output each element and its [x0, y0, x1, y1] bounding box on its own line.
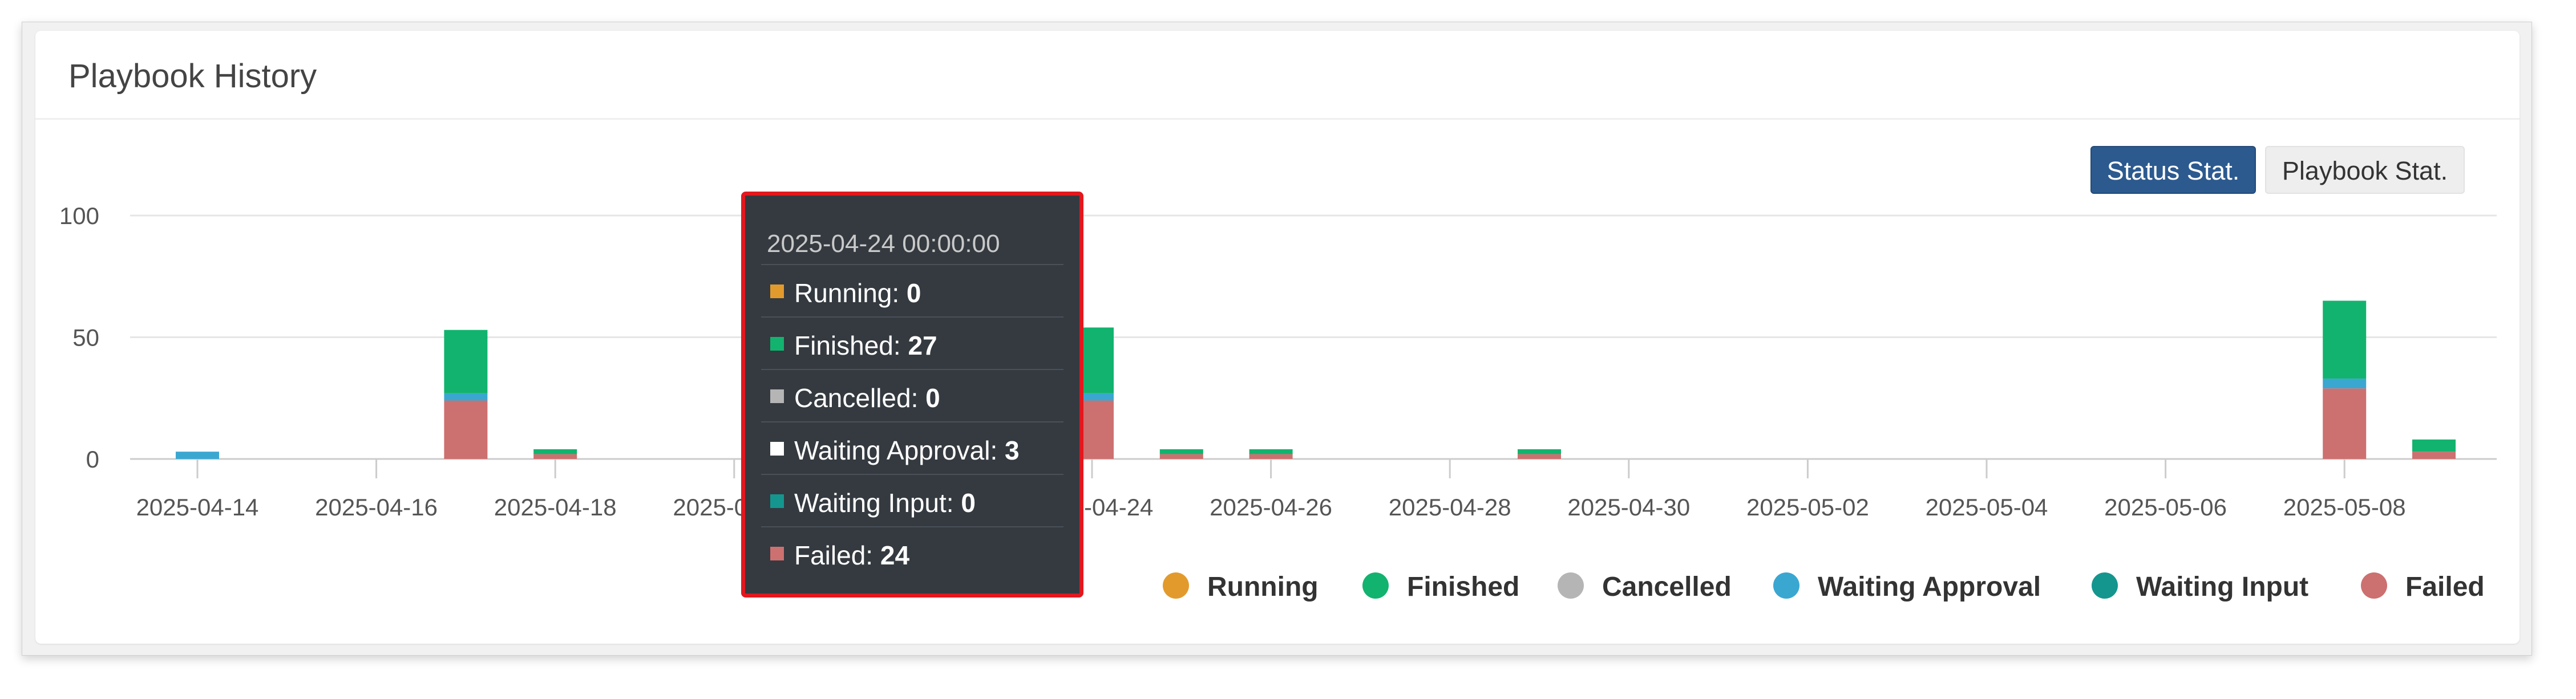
x-tick-label: 2025-05-08: [2283, 494, 2406, 521]
tooltip-label: Running: 0: [794, 278, 921, 308]
bar-finished: [444, 330, 488, 393]
legend-label: Waiting Approval: [1818, 572, 2041, 602]
tooltip-value: 0: [906, 278, 921, 308]
tooltip-swatch-icon: [770, 285, 784, 298]
bar-finished: [1518, 449, 1561, 454]
card-title: Playbook History: [68, 58, 317, 95]
tooltip-value: 24: [880, 540, 910, 570]
x-tick-label: 2025-04-28: [1389, 494, 1511, 521]
tooltip-value: 3: [1005, 436, 1020, 465]
tooltip-value: 27: [908, 331, 937, 360]
bar-failed: [1249, 454, 1293, 459]
bar-failed: [2323, 388, 2367, 459]
x-tick-label: 2025-04-16: [315, 494, 438, 521]
x-tick-label: 2025-04-30: [1567, 494, 1690, 521]
tooltip-row: Running: 0: [761, 264, 1063, 316]
tooltip-row: Finished: 27: [761, 316, 1063, 369]
tooltip-swatch-icon: [770, 389, 784, 403]
bar-finished: [1249, 449, 1293, 454]
tooltip-label: Cancelled: 0: [794, 383, 940, 413]
bar-failed: [1159, 454, 1203, 459]
tooltip-swatch-icon: [770, 494, 784, 508]
tooltip-label: Waiting Approval: 3: [794, 436, 1020, 465]
legend-dot-icon: [1163, 572, 1189, 599]
tooltip-value: 0: [961, 488, 976, 518]
legend-label: Cancelled: [1602, 572, 1732, 602]
tooltip-swatch-icon: [770, 547, 784, 560]
tooltip-swatch-icon: [770, 337, 784, 351]
tooltip-row: Waiting Approval: 3: [761, 421, 1063, 474]
legend-label: Waiting Input: [2136, 572, 2309, 602]
tooltip-row: Waiting Input: 0: [761, 474, 1063, 526]
bar-failed: [2412, 452, 2456, 459]
x-tick-label: 2025-04-14: [136, 494, 259, 521]
bar-failed: [1518, 454, 1561, 459]
legend-label: Failed: [2405, 572, 2485, 602]
bar-waiting-approval: [444, 393, 488, 401]
legend-dot-icon: [2092, 572, 2118, 599]
tooltip-label: Waiting Input: 0: [794, 488, 976, 518]
status-stat-button[interactable]: Status Stat.: [2090, 146, 2256, 194]
tooltip-row: Cancelled: 0: [761, 369, 1063, 421]
bar-finished: [533, 449, 577, 454]
legend-dot-icon: [1362, 572, 1389, 599]
tooltip-label: Finished: 27: [794, 331, 937, 360]
tooltip-swatch-icon: [770, 442, 784, 456]
x-tick-label: 2025-05-02: [1746, 494, 1869, 521]
x-tick-label: 2025-04-18: [494, 494, 617, 521]
legend-label: Finished: [1407, 572, 1520, 602]
bar-finished: [2412, 439, 2456, 452]
bar-finished: [1159, 449, 1203, 454]
tooltip-row: Failed: 24: [761, 526, 1063, 579]
bar-waiting-approval: [176, 452, 219, 459]
legend-dot-icon: [2361, 572, 2387, 599]
bar-failed: [533, 454, 577, 459]
bar-failed: [444, 400, 488, 459]
x-tick-label: 2025-05-04: [1926, 494, 2048, 521]
card-header: Playbook History: [35, 31, 2520, 120]
bar-finished: [2323, 300, 2367, 379]
playbook-stat-button[interactable]: Playbook Stat.: [2265, 146, 2465, 194]
tooltip-value: 0: [925, 383, 940, 413]
y-tick-label: 100: [59, 202, 99, 229]
legend-dot-icon: [1773, 572, 1799, 599]
tooltip-label: Failed: 24: [794, 540, 910, 570]
bar-waiting-approval: [2323, 379, 2367, 389]
x-tick-label: 2025-04-26: [1210, 494, 1332, 521]
legend-label: Running: [1207, 572, 1319, 602]
x-tick-label: 2025-05-06: [2104, 494, 2227, 521]
y-tick-label: 0: [86, 446, 99, 473]
y-tick-label: 50: [72, 324, 99, 351]
chart-tooltip: 2025-04-24 00:00:00 Running: 0 Finished: …: [741, 192, 1083, 598]
legend-dot-icon: [1558, 572, 1584, 599]
tooltip-date: 2025-04-24 00:00:00: [767, 230, 1000, 258]
